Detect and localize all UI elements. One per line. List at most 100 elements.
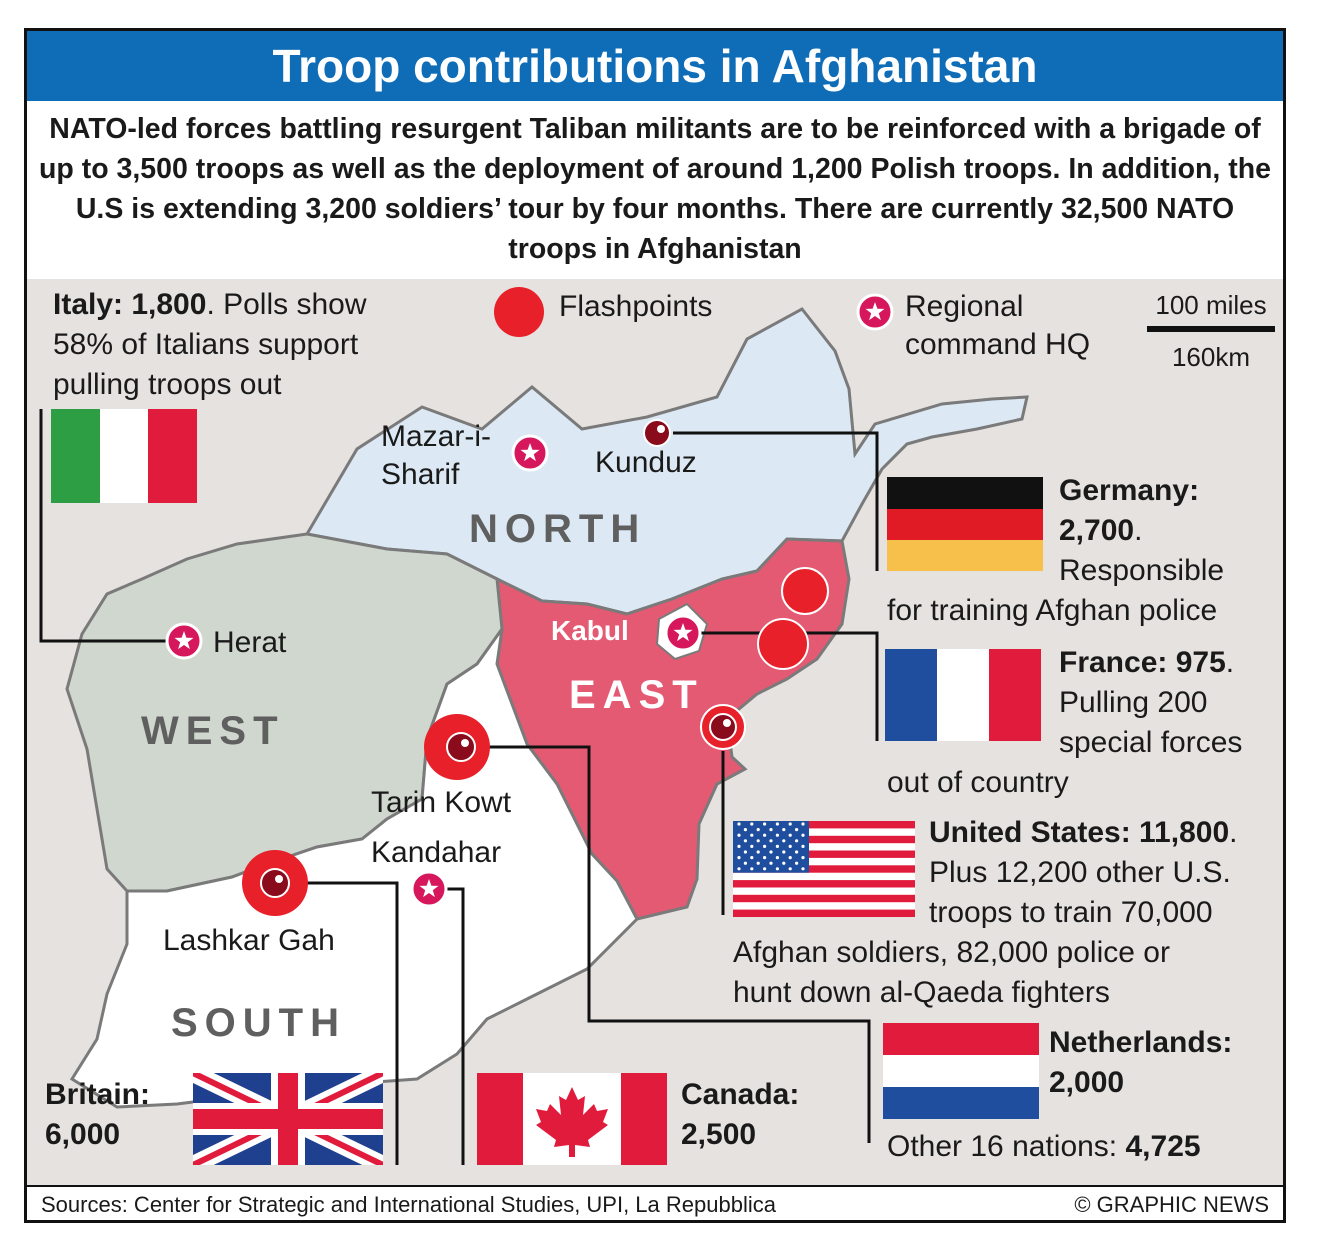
city-label-mazar-line2: Sharif	[381, 458, 460, 491]
usa-name: United States: 11,800	[929, 816, 1230, 849]
usa-flag-stripes	[733, 821, 915, 917]
usa-flag-star	[788, 833, 792, 837]
italy-flag	[51, 409, 197, 503]
city-label-lashkar-gah: Lashkar Gah	[163, 924, 335, 957]
italy-line2: 58% of Italians support	[53, 328, 359, 361]
usa-flag-star	[775, 856, 779, 860]
usa-flag-star	[750, 833, 754, 837]
flashpoint-east-1	[781, 567, 829, 615]
usa-line3: Afghan soldiers, 82,000 police or	[733, 936, 1170, 969]
region-label-south: SOUTH	[171, 1001, 346, 1045]
canada-flag	[477, 1073, 667, 1165]
usa-flag-star	[737, 833, 741, 837]
usa-flag-star	[769, 828, 773, 832]
usa-flag-star	[756, 839, 760, 843]
germany-line1: Responsible	[1059, 554, 1225, 587]
hq-legend-icon	[856, 293, 894, 331]
france-name: France: 975	[1059, 646, 1226, 679]
maple-leaf-icon	[536, 1087, 608, 1157]
usa-flag-star	[801, 833, 805, 837]
netherlands-flag	[883, 1023, 1039, 1119]
usa-flag-star	[743, 839, 747, 843]
usa-flag-star	[756, 850, 760, 854]
city-label-tarin-kowt: Tarin Kowt	[371, 786, 512, 819]
other-nations-line: Other 16 nations: 4,725	[887, 1127, 1201, 1167]
flashpoint-east-3-dot	[709, 713, 737, 741]
region-label-north: NORTH	[469, 507, 647, 551]
usa-flag-stars	[737, 822, 805, 871]
hq-markers	[165, 293, 894, 908]
leader-france	[683, 631, 879, 741]
italy-name: Italy: 1,800	[53, 288, 207, 321]
usa-flag-star	[782, 828, 786, 832]
italy-line3: pulling troops out	[53, 368, 282, 401]
flashpoint-legend-icon	[494, 287, 544, 337]
usa-line2: troops to train 70,000	[929, 896, 1213, 929]
france-line2: special forces	[1059, 726, 1243, 759]
usa-flag-star	[769, 839, 773, 843]
usa-flag-star	[801, 867, 805, 871]
france-caption-line1: France: 975.	[1059, 646, 1235, 679]
usa-flag-star	[769, 861, 773, 865]
france-line1: Pulling 200	[1059, 686, 1208, 719]
usa-flag-star	[795, 839, 799, 843]
usa-flag-star	[769, 850, 773, 854]
usa-flag-star	[763, 856, 767, 860]
usa-flag-star	[737, 844, 741, 848]
usa-flag	[733, 821, 915, 917]
britain-flag	[193, 1073, 383, 1165]
france-flag	[885, 649, 1041, 741]
usa-flag-star	[763, 833, 767, 837]
usa-flag-star	[750, 822, 754, 826]
city-label-kabul: Kabul	[551, 615, 629, 646]
usa-flag-star	[743, 828, 747, 832]
britain-name: Britain:	[45, 1078, 150, 1111]
britain-count: 6,000	[45, 1118, 121, 1151]
usa-flag-star	[795, 850, 799, 854]
afghanistan-map	[39, 287, 1275, 1165]
italy-line1: . Polls show	[206, 288, 367, 321]
usa-flag-star	[775, 833, 779, 837]
hq-mazar-i-sharif	[511, 434, 549, 472]
usa-flag-star	[743, 850, 747, 854]
hq-herat	[165, 622, 203, 660]
france-line3: out of country	[887, 766, 1069, 799]
usa-flag-star	[756, 861, 760, 865]
leader-germany	[673, 431, 879, 571]
germany-flag	[887, 477, 1043, 571]
usa-flag-star	[775, 844, 779, 848]
italy-caption-line1: Italy: 1,800. Polls show	[53, 285, 367, 325]
footer: Sources: Center for Strategic and Intern…	[27, 1185, 1283, 1220]
usa-flag-star	[737, 856, 741, 860]
usa-flag-star	[750, 844, 754, 848]
usa-flag-star	[750, 856, 754, 860]
flashpoint-lashkar-gah-dot-highlight	[275, 875, 283, 883]
germany-count-line: 2,700.	[1059, 514, 1143, 547]
usa-flag-star	[763, 867, 767, 871]
usa-flag-star	[788, 822, 792, 826]
usa-flag-star	[763, 822, 767, 826]
other-nations-label: Other 16 nations:	[887, 1130, 1126, 1163]
leader-netherlands	[463, 745, 871, 1143]
flashpoint-markers	[242, 287, 829, 916]
leader-italy	[39, 409, 182, 643]
intro-text: NATO-led forces battling resurgent Talib…	[38, 113, 1272, 265]
usa-flag-star	[788, 867, 792, 871]
usa-flag-star	[782, 850, 786, 854]
usa-flag-star	[801, 856, 805, 860]
legend-hq-label-line1: Regional	[905, 290, 1024, 323]
leader-canada	[447, 887, 465, 1165]
netherlands-name: Netherlands:	[1049, 1026, 1233, 1059]
usa-flag-star	[775, 867, 779, 871]
other-nations-count: 4,725	[1125, 1130, 1201, 1163]
city-label-mazar-line1: Mazar-i-	[381, 420, 491, 453]
usa-line4: hunt down al-Qaeda fighters	[733, 976, 1110, 1009]
hq-kabul	[664, 614, 702, 652]
leader-lines	[39, 409, 879, 1165]
usa-flag-star	[756, 828, 760, 832]
canada-count: 2,500	[681, 1118, 757, 1151]
usa-flag-star	[750, 867, 754, 871]
usa-flag-star	[775, 822, 779, 826]
flashpoint-kunduz-dot	[657, 425, 665, 433]
flashpoint-kunduz	[643, 419, 671, 447]
